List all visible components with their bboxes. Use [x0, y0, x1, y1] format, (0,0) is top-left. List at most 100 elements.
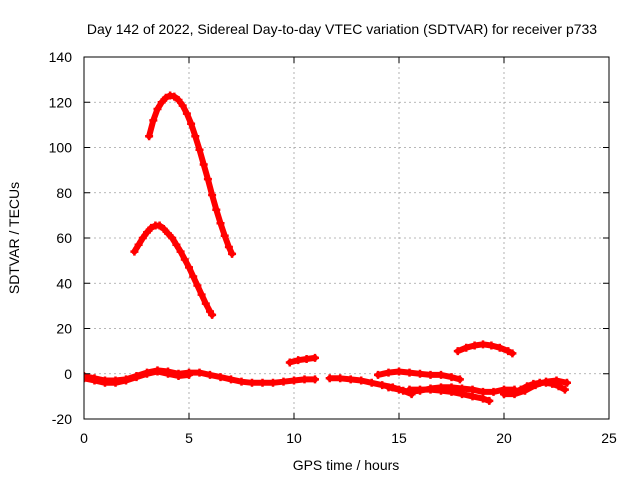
data-point	[220, 231, 229, 240]
series-arc-4	[84, 367, 193, 387]
data-point	[132, 373, 141, 382]
data-point	[122, 376, 130, 385]
data-point	[462, 343, 471, 352]
y-tick-label: -20	[52, 411, 72, 427]
data-point	[195, 145, 204, 154]
data-point	[563, 378, 571, 387]
data-point	[134, 240, 143, 249]
data-point	[357, 376, 366, 385]
series-arc-5	[285, 353, 319, 367]
data-point	[447, 387, 456, 396]
data-point	[395, 385, 403, 394]
series-arc-9	[405, 385, 494, 405]
data-point	[170, 92, 179, 101]
data-point	[437, 386, 445, 395]
data-point	[468, 385, 477, 394]
y-tick-label: 100	[49, 140, 73, 156]
data-point	[153, 105, 162, 114]
series-arc-12	[500, 376, 571, 399]
ticks: 0 5 10 15 20 25 -20 0 20 40 60 80 100 120 140	[49, 49, 617, 446]
x-tick-label: 25	[601, 430, 617, 446]
data-point	[485, 396, 494, 405]
data-point	[542, 377, 550, 386]
data-point	[149, 116, 158, 125]
data-point	[224, 243, 233, 252]
data-point	[426, 385, 435, 394]
data-point	[367, 378, 376, 387]
data-point	[279, 377, 288, 386]
data-point	[437, 370, 445, 379]
grid	[84, 57, 609, 419]
data-point	[416, 385, 424, 394]
data-point	[161, 93, 170, 102]
data-point	[185, 370, 193, 379]
data-point	[495, 343, 504, 352]
data-point	[143, 228, 151, 237]
y-tick-label: 60	[56, 230, 72, 246]
data-point	[479, 394, 487, 403]
data-point	[311, 375, 319, 384]
data-point	[479, 340, 487, 349]
data-point	[479, 387, 487, 396]
y-tick-label: 120	[49, 94, 73, 110]
data-point	[504, 347, 513, 356]
data-point	[130, 247, 139, 256]
data-point	[147, 223, 156, 232]
data-point	[168, 234, 177, 242]
data-point	[487, 341, 496, 350]
data-point	[212, 205, 221, 214]
data-point	[90, 376, 99, 385]
data-point	[164, 229, 172, 238]
data-point	[172, 240, 181, 249]
y-tick-label: 40	[56, 275, 72, 291]
data-point	[258, 378, 267, 387]
data-point	[228, 249, 237, 258]
y-tick-label: 0	[64, 366, 72, 382]
data-point	[191, 132, 200, 141]
data-point	[405, 385, 414, 394]
data-point	[187, 119, 196, 128]
data-point	[206, 370, 214, 379]
y-axis-label: SDTVAR / TECUs	[6, 182, 22, 294]
data-point	[159, 224, 168, 233]
data-point	[336, 374, 345, 383]
series-line	[286, 354, 318, 366]
data-point	[405, 368, 414, 377]
data-point	[453, 347, 462, 356]
x-axis-label: GPS time / hours	[293, 457, 400, 473]
data-point	[384, 383, 393, 392]
data-point	[199, 160, 208, 169]
data-point	[208, 310, 217, 319]
x-tick-label: 0	[80, 430, 88, 446]
data-point	[300, 375, 309, 384]
data-point	[237, 377, 246, 386]
series-arc-2	[130, 221, 217, 319]
data-point	[189, 272, 198, 281]
x-tick-label: 10	[286, 430, 302, 446]
data-point	[311, 353, 319, 362]
series-arc-10	[453, 340, 517, 358]
data-point	[325, 374, 334, 383]
series-arc-8	[374, 367, 464, 384]
data-point	[201, 299, 210, 308]
data-point	[84, 374, 88, 383]
data-point	[510, 390, 519, 399]
data-point	[178, 101, 187, 110]
data-point	[455, 375, 464, 384]
data-point	[426, 370, 435, 379]
y-tick-label: 80	[56, 185, 72, 201]
data-point	[216, 373, 225, 382]
series-arc-1	[145, 91, 237, 258]
data-point	[248, 378, 256, 387]
data-point	[458, 390, 466, 399]
data-point	[176, 247, 185, 256]
data-point	[552, 376, 561, 385]
data-point	[180, 255, 189, 264]
data-point	[182, 109, 191, 118]
data-point	[269, 378, 277, 387]
y-tick-label: 20	[56, 321, 72, 337]
data-point	[174, 372, 183, 381]
series-arc-6	[325, 374, 416, 399]
data-point	[203, 175, 212, 184]
